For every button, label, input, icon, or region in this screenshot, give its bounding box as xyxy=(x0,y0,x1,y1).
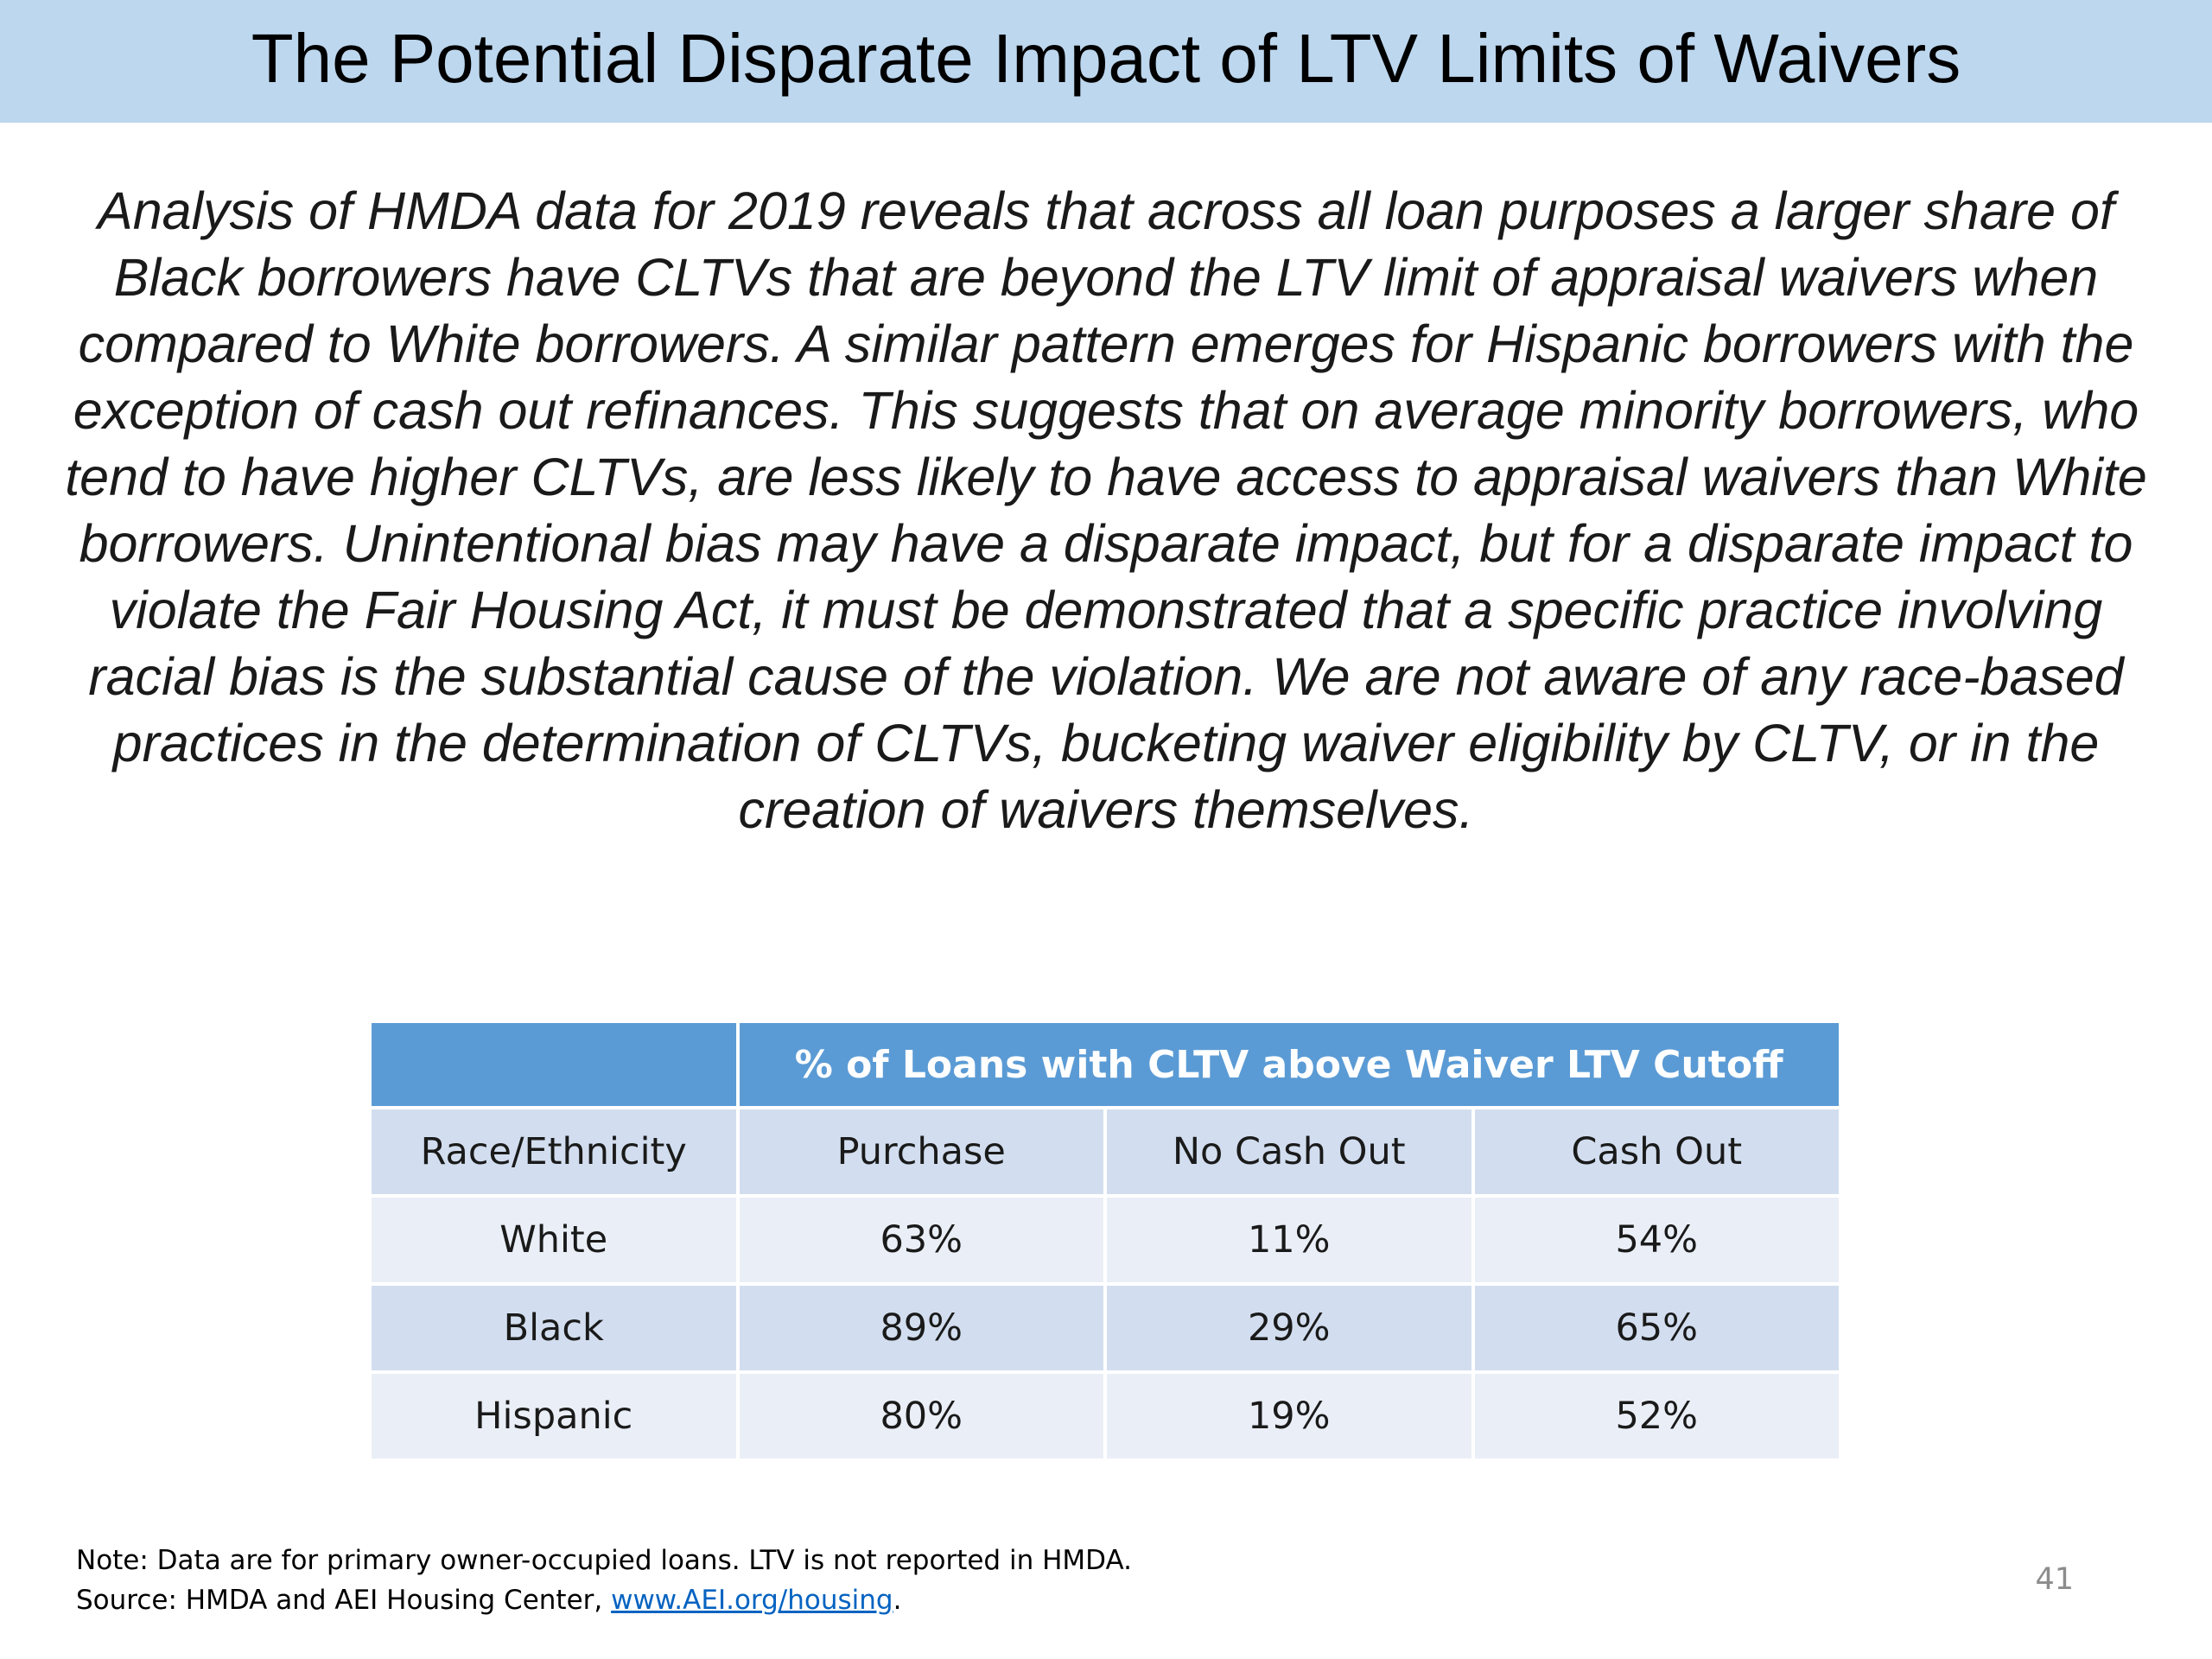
footnote: Note: Data are for primary owner-occupie… xyxy=(76,1541,1132,1620)
cltv-table: % of Loans with CLTV above Waiver LTV Cu… xyxy=(368,1020,1842,1462)
table-column-header-row: Race/Ethnicity Purchase No Cash Out Cash… xyxy=(372,1109,1839,1194)
source-link[interactable]: www.AEI.org/housing xyxy=(611,1585,893,1616)
race-cell: Hispanic xyxy=(372,1374,736,1459)
page-number: 41 xyxy=(2035,1562,2074,1597)
column-header-no-cash-out: No Cash Out xyxy=(1107,1109,1471,1194)
title-bar: The Potential Disparate Impact of LTV Li… xyxy=(0,0,2212,123)
no-cash-out-cell: 19% xyxy=(1107,1374,1471,1459)
slide-title: The Potential Disparate Impact of LTV Li… xyxy=(251,20,1961,97)
table-group-header: % of Loans with CLTV above Waiver LTV Cu… xyxy=(739,1023,1839,1106)
column-header-cash-out: Cash Out xyxy=(1474,1109,1839,1194)
purchase-cell: 63% xyxy=(739,1198,1103,1282)
table-row: White 63% 11% 54% xyxy=(372,1198,1839,1282)
source-text: Source: HMDA and AEI Housing Center, xyxy=(76,1585,612,1616)
purchase-cell: 89% xyxy=(739,1286,1103,1370)
footnote-source: Source: HMDA and AEI Housing Center, www… xyxy=(76,1580,1132,1620)
race-cell: Black xyxy=(372,1286,736,1370)
table-corner-cell xyxy=(372,1023,736,1106)
summary-paragraph: Analysis of HMDA data for 2019 reveals t… xyxy=(65,181,2147,839)
race-cell: White xyxy=(372,1198,736,1282)
table-row: Black 89% 29% 65% xyxy=(372,1286,1839,1370)
cash-out-cell: 54% xyxy=(1474,1198,1839,1282)
cash-out-cell: 52% xyxy=(1474,1374,1839,1459)
no-cash-out-cell: 11% xyxy=(1107,1198,1471,1282)
table-row: Hispanic 80% 19% 52% xyxy=(372,1374,1839,1459)
column-header-race: Race/Ethnicity xyxy=(372,1109,736,1194)
footnote-note: Note: Data are for primary owner-occupie… xyxy=(76,1545,1132,1576)
source-suffix: . xyxy=(893,1585,902,1616)
purchase-cell: 80% xyxy=(739,1374,1103,1459)
cash-out-cell: 65% xyxy=(1474,1286,1839,1370)
column-header-purchase: Purchase xyxy=(739,1109,1103,1194)
table-group-header-row: % of Loans with CLTV above Waiver LTV Cu… xyxy=(372,1023,1839,1106)
no-cash-out-cell: 29% xyxy=(1107,1286,1471,1370)
